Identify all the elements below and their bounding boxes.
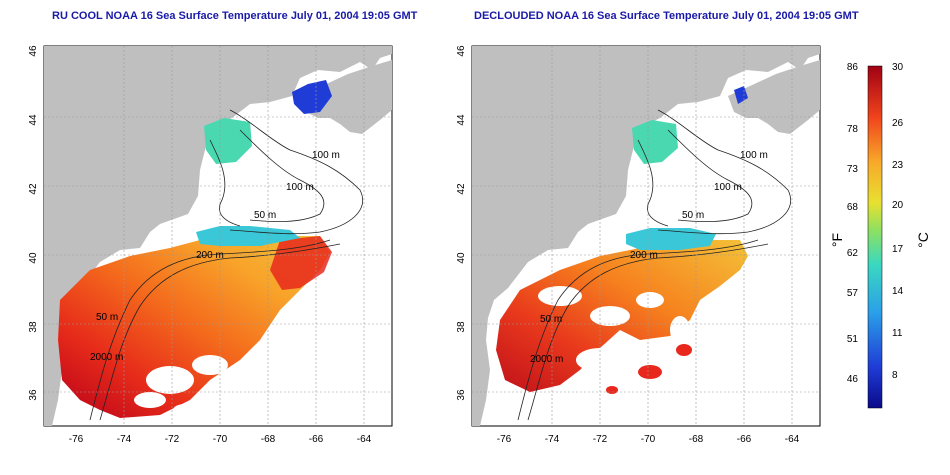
lat-tick: 40 <box>456 252 467 264</box>
map-title-right: DECLOUDED NOAA 16 Sea Surface Temperatur… <box>474 10 859 22</box>
contour-label: 100 m <box>286 182 314 193</box>
c-tick: 23 <box>892 160 904 171</box>
fahrenheit-ticks: 86 78 73 68 62 57 51 46 <box>847 62 859 385</box>
cloud-mask <box>134 355 244 416</box>
contour-label: 200 m <box>630 250 658 261</box>
c-tick: 26 <box>892 118 904 129</box>
contour-label: 100 m <box>714 182 742 193</box>
contour-label: 2000 m <box>90 352 123 363</box>
contour-label: 50 m <box>96 312 118 323</box>
c-tick: 20 <box>892 200 904 211</box>
lat-axis-right: 36 38 40 42 44 46 <box>456 45 467 401</box>
f-tick: 51 <box>847 334 859 345</box>
lon-tick: -70 <box>641 434 656 445</box>
lon-tick: -66 <box>309 434 324 445</box>
lat-tick: 38 <box>28 321 39 333</box>
contour-label: 50 m <box>540 314 562 325</box>
f-tick: 62 <box>847 248 859 259</box>
c-tick: 30 <box>892 62 904 73</box>
lat-axis-left: 36 38 40 42 44 46 <box>28 45 39 401</box>
land-mass <box>472 46 820 426</box>
lon-axis-right: -76 -74 -72 -70 -68 -66 -64 <box>497 434 800 445</box>
c-tick: 8 <box>892 370 898 381</box>
lon-tick: -74 <box>545 434 560 445</box>
sst-gulf-maine <box>632 120 678 164</box>
graticule <box>472 46 820 426</box>
lon-tick: -64 <box>357 434 372 445</box>
lon-tick: -72 <box>593 434 608 445</box>
lon-tick: -72 <box>165 434 180 445</box>
lon-tick: -74 <box>117 434 132 445</box>
land-nova-scotia <box>300 60 392 134</box>
lon-tick: -70 <box>213 434 228 445</box>
land-nova-scotia <box>728 60 820 134</box>
c-tick: 17 <box>892 244 904 255</box>
contour-label: 2000 m <box>530 354 563 365</box>
lat-tick: 44 <box>456 114 467 126</box>
celsius-ticks: 30 26 23 20 17 14 11 8 <box>892 62 904 381</box>
land-mass <box>44 46 392 426</box>
colorbar-gradient <box>867 65 883 409</box>
lon-tick: -64 <box>785 434 800 445</box>
lon-axis-left: -76 -74 -72 -70 -68 -66 -64 <box>69 434 372 445</box>
bathymetry-contours <box>89 109 363 421</box>
f-tick: 78 <box>847 124 859 135</box>
map-title-left: RU COOL NOAA 16 Sea Surface Temperature … <box>52 10 418 22</box>
contour-labels-left: 100 m 100 m 50 m 200 m 50 m 2000 m <box>90 150 340 363</box>
sst-cool-shelf <box>196 226 300 246</box>
sst-bay-fundy <box>734 86 748 104</box>
f-tick: 73 <box>847 164 859 175</box>
c-tick: 11 <box>892 328 903 339</box>
contour-label: 100 m <box>740 150 768 161</box>
lat-tick: 42 <box>28 183 39 195</box>
f-tick: 46 <box>847 374 859 385</box>
lon-tick: -76 <box>69 434 84 445</box>
f-tick: 57 <box>847 288 859 299</box>
lat-tick: 46 <box>456 45 467 57</box>
contour-label: 100 m <box>312 150 340 161</box>
lat-tick: 36 <box>28 389 39 401</box>
fahrenheit-label: °F <box>829 233 845 247</box>
contour-label: 50 m <box>682 210 704 221</box>
lon-tick: -68 <box>689 434 704 445</box>
lat-tick: 38 <box>456 321 467 333</box>
sst-cool-shelf <box>626 228 716 250</box>
sst-fragments <box>606 344 692 394</box>
graticule <box>44 46 392 426</box>
lat-tick: 40 <box>28 252 39 264</box>
lat-tick: 36 <box>456 389 467 401</box>
lat-tick: 42 <box>456 183 467 195</box>
lat-tick: 44 <box>28 114 39 126</box>
lon-tick: -66 <box>737 434 752 445</box>
lon-tick: -76 <box>497 434 512 445</box>
f-tick: 86 <box>847 62 859 73</box>
contour-labels-right: 100 m 100 m 50 m 200 m 50 m 2000 m <box>530 150 768 365</box>
lon-tick: -68 <box>261 434 276 445</box>
c-tick: 14 <box>892 286 904 297</box>
celsius-label: °C <box>915 232 931 248</box>
lat-tick: 46 <box>28 45 39 57</box>
bathymetry-contours <box>517 109 791 421</box>
f-tick: 68 <box>847 202 859 213</box>
sst-bay-fundy <box>292 80 332 114</box>
sst-field <box>58 234 330 418</box>
contour-label: 200 m <box>196 250 224 261</box>
contour-label: 50 m <box>254 210 276 221</box>
